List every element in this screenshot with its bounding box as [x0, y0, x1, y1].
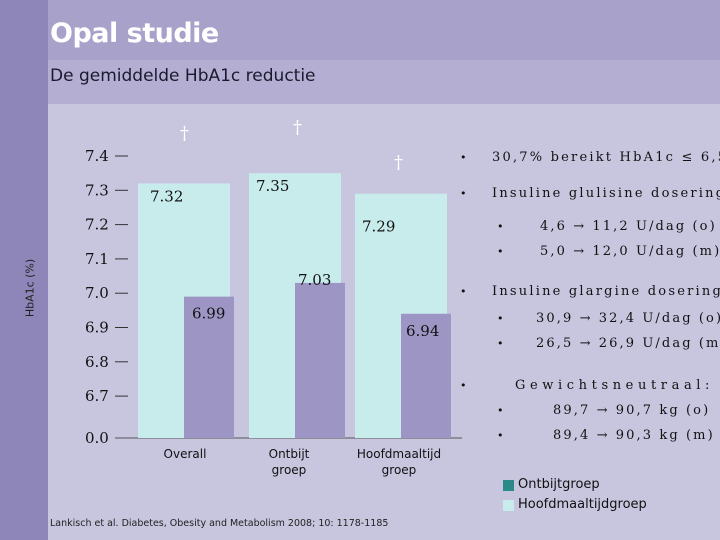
bullet-item: Insuline glulisine dosering:: [492, 186, 720, 201]
chart-labels: 7.32 7.35 7.29 6.99 7.03 6.94 † † † Overall Ontbij…: [150, 117, 441, 477]
significance-dagger: †: [180, 123, 189, 144]
bullet-dot-icon: •: [497, 429, 504, 442]
category-label: groep: [382, 463, 417, 477]
bullet-dot-icon: •: [497, 337, 504, 350]
y-tick-label: 6.8: [85, 353, 109, 371]
chart-bars: [138, 173, 451, 438]
legend-label-ontbijt: Ontbijtgroep: [518, 477, 600, 492]
bullet-dot-icon: •: [460, 285, 467, 298]
legend-swatch-hoofdmaaltijd: [503, 500, 514, 511]
bullet-item: 30,7% bereikt HbA1c ≤ 6,5%: [492, 150, 720, 165]
slide-title: Opal studie: [50, 18, 219, 49]
bullet-item: Insuline glargine dosering:: [492, 284, 720, 299]
sub-bullet-item: 89,4 → 90,3 kg (m): [553, 428, 715, 443]
category-label: Overall: [164, 447, 207, 461]
slide-subtitle: De gemiddelde HbA1c reductie: [50, 66, 316, 86]
bar-value-label: 6.99: [192, 305, 225, 323]
legend-swatch-ontbijt: [503, 480, 514, 491]
bar-value-label: 6.94: [406, 322, 439, 340]
bullet-dot-icon: •: [497, 312, 504, 325]
significance-dagger: †: [394, 152, 403, 173]
category-label: groep: [272, 463, 307, 477]
y-tick-label: 6.7: [85, 387, 109, 405]
y-tick-label: 6.9: [85, 319, 109, 337]
y-tick-label: 7.3: [85, 181, 109, 199]
bullet-dot-icon: •: [497, 245, 504, 258]
bullet-dot-icon: •: [460, 187, 467, 200]
bullet-dot-icon: •: [497, 404, 504, 417]
bar-ontbijt: [295, 282, 345, 438]
bar-value-label: 7.32: [150, 187, 183, 205]
bullet-dot-icon: •: [460, 151, 467, 164]
bar-value-label: 7.03: [298, 271, 331, 289]
bar-ontbijt: [184, 296, 234, 438]
bullet-item: Gewichtsneutraal:: [515, 378, 715, 393]
sub-bullet-item: 30,9 → 32,4 U/dag (o): [536, 311, 720, 326]
sub-bullet-item: 26,5 → 26,9 U/dag (m): [536, 336, 720, 351]
bullet-dot-icon: •: [460, 379, 467, 392]
header-band-top: [48, 0, 720, 60]
sub-bullet-item: 5,0 → 12,0 U/dag (m): [540, 244, 720, 259]
bullet-dot-icon: •: [497, 220, 504, 233]
sub-bullet-item: 4,6 → 11,2 U/dag (o): [540, 219, 717, 234]
left-accent-strip: [0, 0, 48, 540]
bar-value-label: 7.35: [256, 177, 289, 195]
significance-dagger: †: [293, 117, 302, 138]
y-tick-label: 7.0: [85, 284, 109, 302]
legend-label-hoofdmaaltijd: Hoofdmaaltijdgroep: [518, 497, 647, 512]
category-label: Ontbijt: [269, 447, 310, 461]
reference-citation: Lankisch et al. Diabetes, Obesity and Me…: [50, 518, 389, 529]
y-tick-label: 7.2: [85, 216, 109, 234]
y-tick-label: 7.4: [85, 147, 109, 165]
bar-value-label: 7.29: [362, 218, 395, 236]
bar-ontbijt: [401, 313, 451, 438]
y-tick-label: 7.1: [85, 250, 109, 268]
y-tick-label: 0.0: [85, 429, 109, 447]
sub-bullet-item: 89,7 → 90,7 kg (o): [553, 403, 711, 418]
category-label: Hoofdmaaltijd: [357, 447, 441, 461]
